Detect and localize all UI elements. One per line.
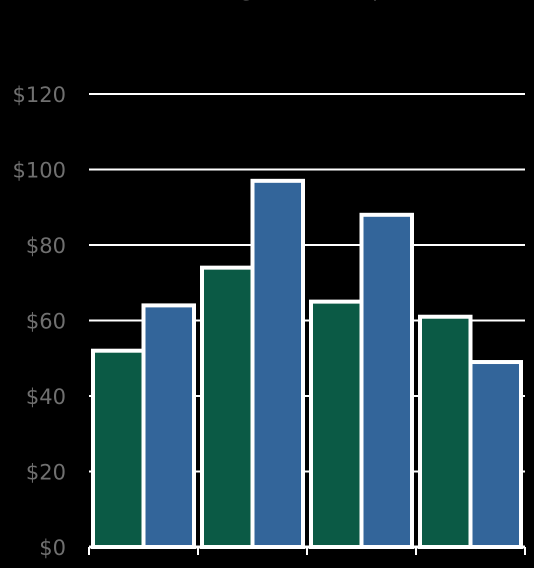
bars — [91, 178, 523, 550]
bar-series-2 — [250, 178, 305, 549]
bar-series-2 — [141, 303, 196, 549]
y-tick-label: $40 — [26, 385, 66, 409]
y-tick-label: $100 — [13, 159, 66, 183]
bar-series-2 — [468, 360, 523, 549]
y-tick-label: $0 — [39, 536, 66, 560]
svg-text:p: p — [372, 0, 386, 2]
y-tick-label: $60 — [26, 310, 66, 334]
svg-text:g: g — [240, 0, 254, 2]
bar-series-1 — [200, 265, 255, 549]
y-tick-label: $80 — [26, 234, 66, 258]
title-fragment: g p — [240, 0, 386, 2]
bar-series-1 — [309, 299, 364, 549]
bar-series-1 — [418, 314, 473, 549]
y-axis-tick-labels: $0 $20 $40 $60 $80 $100 $120 — [13, 83, 66, 560]
y-tick-label: $120 — [13, 83, 66, 107]
x-axis — [88, 545, 526, 555]
y-tick-label: $20 — [26, 461, 66, 485]
bar-series-1 — [91, 348, 146, 550]
bar-series-2 — [359, 212, 414, 550]
